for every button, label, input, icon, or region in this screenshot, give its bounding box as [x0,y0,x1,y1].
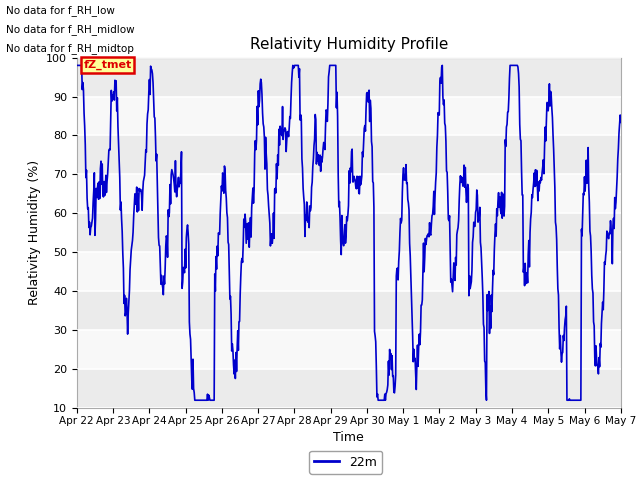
Bar [77,369,621,408]
Text: fZ_tmet: fZ_tmet [83,60,132,70]
Y-axis label: Relativity Humidity (%): Relativity Humidity (%) [28,160,40,305]
Bar [77,213,621,252]
Bar [77,252,621,291]
Bar [77,58,621,96]
Bar [77,135,621,174]
Text: No data for f_RH_midtop: No data for f_RH_midtop [6,43,134,54]
Bar [77,96,621,135]
X-axis label: Time: Time [333,431,364,444]
Text: No data for f_RH_midlow: No data for f_RH_midlow [6,24,135,35]
Bar [77,174,621,213]
Title: Relativity Humidity Profile: Relativity Humidity Profile [250,37,448,52]
Legend: 22m: 22m [309,451,382,474]
Bar [77,291,621,330]
Bar [77,330,621,369]
Text: No data for f_RH_low: No data for f_RH_low [6,5,115,16]
